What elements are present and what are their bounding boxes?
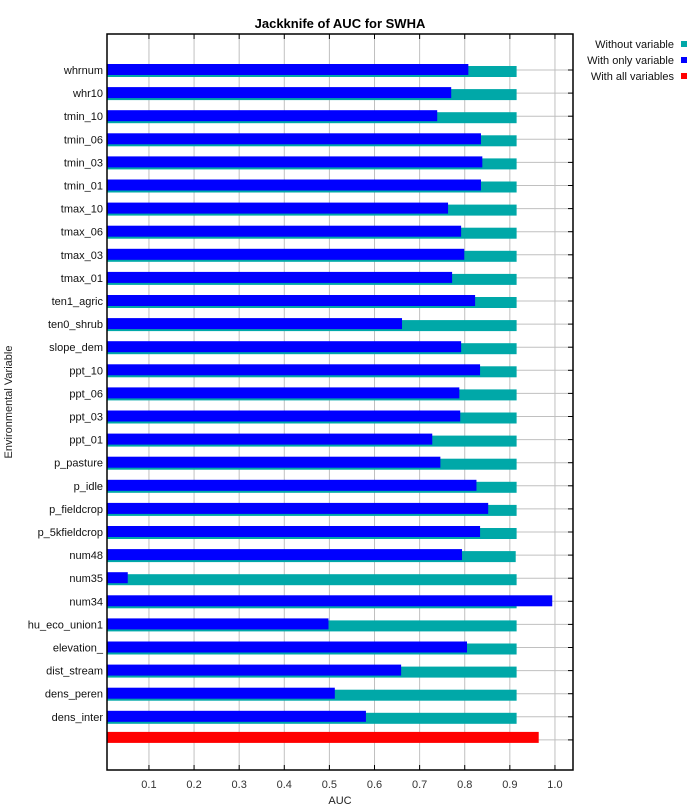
x-tick-label: 0.2 [186, 779, 201, 791]
x-axis: 0.1 0.2 0.3 0.4 0.5 0.6 0.7 0.8 0.9 1.0 [141, 34, 563, 791]
bar-with-only-variable [107, 318, 403, 330]
x-axis-label: AUC [328, 795, 351, 807]
bar-with-only-variable [107, 248, 465, 260]
legend-swatch [681, 57, 687, 63]
x-tick-label: 0.3 [232, 779, 247, 791]
bar-with-only-variable [107, 225, 462, 237]
category-label: slope_dem [49, 342, 103, 354]
x-tick-label: 0.1 [141, 779, 156, 791]
bar-with-only-variable [107, 179, 481, 191]
category-label: p_idle [74, 481, 103, 493]
legend: Without variable With only variable With a… [587, 39, 687, 83]
x-tick-label: 0.9 [502, 779, 517, 791]
y-axis-label: Environmental Variable [3, 346, 15, 459]
bar-with-all-variables [107, 731, 539, 743]
category-label: tmax_03 [61, 250, 103, 262]
bar-with-only-variable [107, 664, 402, 676]
bar-with-only-variable [107, 202, 449, 214]
legend-label: With all variables [591, 71, 675, 83]
bar-with-only-variable [107, 595, 553, 607]
x-tick-label: 0.5 [322, 779, 337, 791]
bar-without-variable [107, 574, 517, 586]
category-label: ppt_10 [69, 365, 103, 377]
category-label: ppt_03 [69, 412, 103, 424]
category-label: tmin_01 [64, 181, 103, 193]
bar-with-only-variable [107, 156, 483, 168]
bar-with-only-variable [107, 387, 460, 399]
category-label: p_fieldcrop [49, 504, 103, 516]
category-label: ten1_agric [52, 296, 104, 308]
category-label: p_pasture [54, 458, 103, 470]
bar-with-only-variable [107, 456, 441, 468]
category-label: whrnum [63, 65, 103, 77]
bar-with-only-variable [107, 433, 433, 445]
category-label: elevation_ [53, 643, 104, 655]
category-label: p_5kfieldcrop [38, 527, 103, 539]
category-label: ppt_01 [69, 435, 103, 447]
bar-with-only-variable [107, 572, 128, 584]
bar-with-only-variable [107, 526, 481, 537]
bars [107, 64, 553, 743]
category-label: tmax_10 [61, 204, 103, 216]
y-axis: whrnum whr10 tmin_10 tmin_06 tmin_03 tmin_01t… [28, 65, 573, 741]
x-tick-label: 0.4 [277, 779, 292, 791]
bar-with-only-variable [107, 64, 469, 75]
category-label: dens_inter [52, 712, 104, 724]
x-tick-label: 0.6 [367, 779, 382, 791]
bar-with-only-variable [107, 502, 489, 514]
bar-with-only-variable [107, 295, 476, 306]
legend-label: Without variable [595, 39, 674, 51]
category-label: hu_eco_union1 [28, 619, 103, 631]
bar-with-only-variable [107, 410, 461, 422]
bar-with-only-variable [107, 271, 453, 283]
category-label: dens_peren [45, 689, 103, 701]
legend-swatch [681, 41, 687, 47]
bar-with-only-variable [107, 479, 477, 491]
legend-swatch [681, 73, 687, 79]
x-tick-label: 1.0 [547, 779, 562, 791]
bar-with-only-variable [107, 710, 366, 722]
bar-with-only-variable [107, 341, 462, 353]
legend-label: With only variable [587, 55, 674, 67]
bar-with-only-variable [107, 87, 452, 99]
bar-with-only-variable [107, 618, 329, 630]
category-label: num34 [69, 596, 103, 608]
bar-with-only-variable [107, 364, 481, 376]
x-tick-label: 0.8 [457, 779, 472, 791]
category-label: tmax_01 [61, 273, 103, 285]
bar-with-only-variable [107, 687, 335, 699]
category-label: dist_stream [46, 666, 103, 678]
category-label: tmin_06 [64, 134, 103, 146]
category-label: num48 [69, 550, 103, 562]
category-label: tmin_10 [64, 111, 103, 123]
x-tick-label: 0.7 [412, 779, 427, 791]
plot-frame [106, 33, 574, 771]
bar-with-only-variable [107, 549, 463, 561]
bar-with-only-variable [107, 641, 467, 653]
bar-with-only-variable [107, 110, 438, 122]
chart-title: Jackknife of AUC for SWHA [255, 16, 426, 31]
bar-with-only-variable [107, 133, 481, 145]
category-label: tmin_03 [64, 157, 103, 169]
category-label: tmax_06 [61, 227, 103, 239]
category-label: num35 [69, 573, 103, 585]
category-label: ten0_shrub [48, 319, 103, 331]
category-label: whr10 [72, 88, 103, 100]
category-label: ppt_06 [69, 388, 103, 400]
